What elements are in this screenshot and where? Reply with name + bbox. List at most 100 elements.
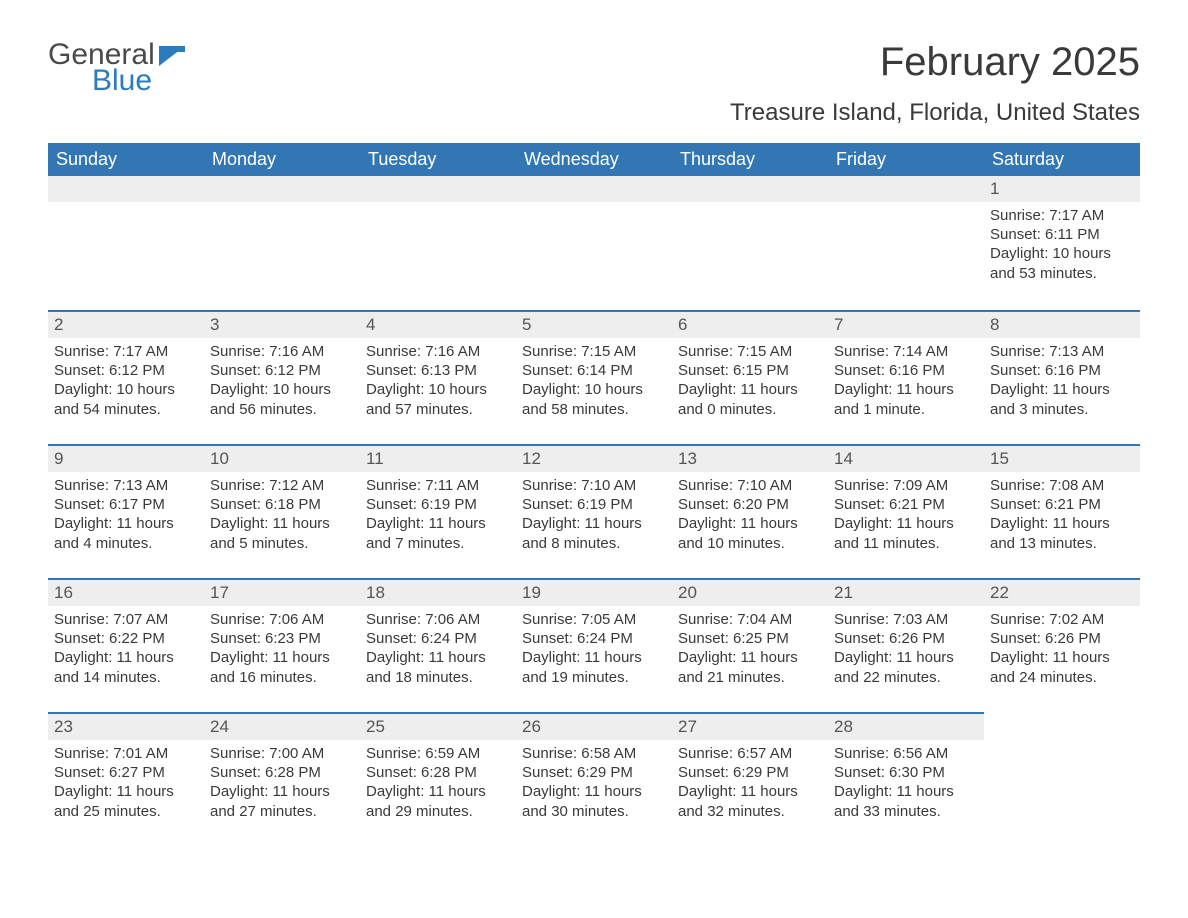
brand-text: General Blue — [48, 40, 155, 96]
day-number: 15 — [984, 444, 1140, 472]
calendar-cell: 24Sunrise: 7:00 AMSunset: 6:28 PMDayligh… — [204, 712, 360, 846]
sunrise-text: Sunrise: 7:06 AM — [210, 610, 354, 629]
sunset-text: Sunset: 6:28 PM — [366, 763, 510, 782]
calendar-cell: 20Sunrise: 7:04 AMSunset: 6:25 PMDayligh… — [672, 578, 828, 712]
sunset-text: Sunset: 6:28 PM — [210, 763, 354, 782]
sunset-text: Sunset: 6:21 PM — [834, 495, 978, 514]
sunset-text: Sunset: 6:21 PM — [990, 495, 1134, 514]
empty-day-band — [48, 176, 204, 202]
sunrise-text: Sunrise: 7:00 AM — [210, 744, 354, 763]
weekday-header: Saturday — [984, 143, 1140, 176]
day-details: Sunrise: 7:16 AMSunset: 6:12 PMDaylight:… — [204, 338, 360, 427]
daylight-text: Daylight: 11 hours and 29 minutes. — [366, 782, 510, 820]
day-details: Sunrise: 7:03 AMSunset: 6:26 PMDaylight:… — [828, 606, 984, 695]
day-number: 16 — [48, 578, 204, 606]
day-number: 5 — [516, 310, 672, 338]
empty-day-band — [204, 176, 360, 202]
sunset-text: Sunset: 6:23 PM — [210, 629, 354, 648]
daylight-text: Daylight: 11 hours and 7 minutes. — [366, 514, 510, 552]
sunrise-text: Sunrise: 7:10 AM — [678, 476, 822, 495]
calendar-body: 1Sunrise: 7:17 AMSunset: 6:11 PMDaylight… — [48, 176, 1140, 846]
empty-day-band — [360, 176, 516, 202]
empty-day-band — [828, 176, 984, 202]
day-number: 4 — [360, 310, 516, 338]
sunrise-text: Sunrise: 7:13 AM — [54, 476, 198, 495]
daylight-text: Daylight: 11 hours and 18 minutes. — [366, 648, 510, 686]
day-details: Sunrise: 7:04 AMSunset: 6:25 PMDaylight:… — [672, 606, 828, 695]
sunrise-text: Sunrise: 6:58 AM — [522, 744, 666, 763]
calendar-row: 16Sunrise: 7:07 AMSunset: 6:22 PMDayligh… — [48, 578, 1140, 712]
day-details: Sunrise: 7:12 AMSunset: 6:18 PMDaylight:… — [204, 472, 360, 561]
daylight-text: Daylight: 11 hours and 24 minutes. — [990, 648, 1134, 686]
day-details: Sunrise: 7:08 AMSunset: 6:21 PMDaylight:… — [984, 472, 1140, 561]
day-number: 3 — [204, 310, 360, 338]
day-details: Sunrise: 7:11 AMSunset: 6:19 PMDaylight:… — [360, 472, 516, 561]
calendar-cell: 25Sunrise: 6:59 AMSunset: 6:28 PMDayligh… — [360, 712, 516, 846]
title-block: February 2025 Treasure Island, Florida, … — [730, 40, 1140, 127]
sunrise-text: Sunrise: 7:14 AM — [834, 342, 978, 361]
daylight-text: Daylight: 11 hours and 13 minutes. — [990, 514, 1134, 552]
day-details: Sunrise: 7:15 AMSunset: 6:14 PMDaylight:… — [516, 338, 672, 427]
daylight-text: Daylight: 11 hours and 27 minutes. — [210, 782, 354, 820]
calendar-row: 23Sunrise: 7:01 AMSunset: 6:27 PMDayligh… — [48, 712, 1140, 846]
daylight-text: Daylight: 11 hours and 14 minutes. — [54, 648, 198, 686]
weekday-row: SundayMondayTuesdayWednesdayThursdayFrid… — [48, 143, 1140, 176]
calendar-cell: 5Sunrise: 7:15 AMSunset: 6:14 PMDaylight… — [516, 310, 672, 444]
calendar-cell-empty — [984, 712, 1140, 846]
weekday-header: Tuesday — [360, 143, 516, 176]
sunrise-text: Sunrise: 7:17 AM — [54, 342, 198, 361]
day-number: 17 — [204, 578, 360, 606]
day-details: Sunrise: 7:00 AMSunset: 6:28 PMDaylight:… — [204, 740, 360, 829]
day-details: Sunrise: 7:06 AMSunset: 6:24 PMDaylight:… — [360, 606, 516, 695]
weekday-header: Thursday — [672, 143, 828, 176]
sunset-text: Sunset: 6:26 PM — [834, 629, 978, 648]
sunrise-text: Sunrise: 6:57 AM — [678, 744, 822, 763]
calendar-cell-empty — [672, 176, 828, 310]
brand-logo: General Blue — [48, 40, 185, 96]
sunrise-text: Sunrise: 6:59 AM — [366, 744, 510, 763]
calendar-cell: 12Sunrise: 7:10 AMSunset: 6:19 PMDayligh… — [516, 444, 672, 578]
day-details: Sunrise: 7:13 AMSunset: 6:16 PMDaylight:… — [984, 338, 1140, 427]
day-details: Sunrise: 7:06 AMSunset: 6:23 PMDaylight:… — [204, 606, 360, 695]
sunset-text: Sunset: 6:26 PM — [990, 629, 1134, 648]
sunrise-text: Sunrise: 7:08 AM — [990, 476, 1134, 495]
calendar-cell: 19Sunrise: 7:05 AMSunset: 6:24 PMDayligh… — [516, 578, 672, 712]
daylight-text: Daylight: 11 hours and 30 minutes. — [522, 782, 666, 820]
sunrise-text: Sunrise: 7:16 AM — [366, 342, 510, 361]
sunset-text: Sunset: 6:14 PM — [522, 361, 666, 380]
day-number: 10 — [204, 444, 360, 472]
daylight-text: Daylight: 11 hours and 33 minutes. — [834, 782, 978, 820]
weekday-header: Wednesday — [516, 143, 672, 176]
weekday-header: Friday — [828, 143, 984, 176]
sunrise-text: Sunrise: 7:09 AM — [834, 476, 978, 495]
sunrise-text: Sunrise: 7:16 AM — [210, 342, 354, 361]
daylight-text: Daylight: 11 hours and 3 minutes. — [990, 380, 1134, 418]
day-number: 6 — [672, 310, 828, 338]
sunrise-text: Sunrise: 7:07 AM — [54, 610, 198, 629]
sunset-text: Sunset: 6:16 PM — [834, 361, 978, 380]
weekday-header: Sunday — [48, 143, 204, 176]
day-number: 26 — [516, 712, 672, 740]
daylight-text: Daylight: 10 hours and 56 minutes. — [210, 380, 354, 418]
calendar-cell: 21Sunrise: 7:03 AMSunset: 6:26 PMDayligh… — [828, 578, 984, 712]
daylight-text: Daylight: 10 hours and 57 minutes. — [366, 380, 510, 418]
day-number: 12 — [516, 444, 672, 472]
calendar-cell: 17Sunrise: 7:06 AMSunset: 6:23 PMDayligh… — [204, 578, 360, 712]
empty-day-band — [672, 176, 828, 202]
day-number: 13 — [672, 444, 828, 472]
daylight-text: Daylight: 11 hours and 5 minutes. — [210, 514, 354, 552]
sunrise-text: Sunrise: 7:05 AM — [522, 610, 666, 629]
daylight-text: Daylight: 11 hours and 22 minutes. — [834, 648, 978, 686]
page-subtitle: Treasure Island, Florida, United States — [730, 99, 1140, 127]
sunrise-text: Sunrise: 7:15 AM — [678, 342, 822, 361]
day-details: Sunrise: 7:10 AMSunset: 6:19 PMDaylight:… — [516, 472, 672, 561]
calendar-cell-empty — [204, 176, 360, 310]
day-number: 23 — [48, 712, 204, 740]
daylight-text: Daylight: 11 hours and 10 minutes. — [678, 514, 822, 552]
day-details: Sunrise: 6:59 AMSunset: 6:28 PMDaylight:… — [360, 740, 516, 829]
calendar-row: 1Sunrise: 7:17 AMSunset: 6:11 PMDaylight… — [48, 176, 1140, 310]
header: General Blue February 2025 Treasure Isla… — [48, 40, 1140, 127]
sunrise-text: Sunrise: 7:15 AM — [522, 342, 666, 361]
sunrise-text: Sunrise: 7:17 AM — [990, 206, 1134, 225]
weekday-header: Monday — [204, 143, 360, 176]
